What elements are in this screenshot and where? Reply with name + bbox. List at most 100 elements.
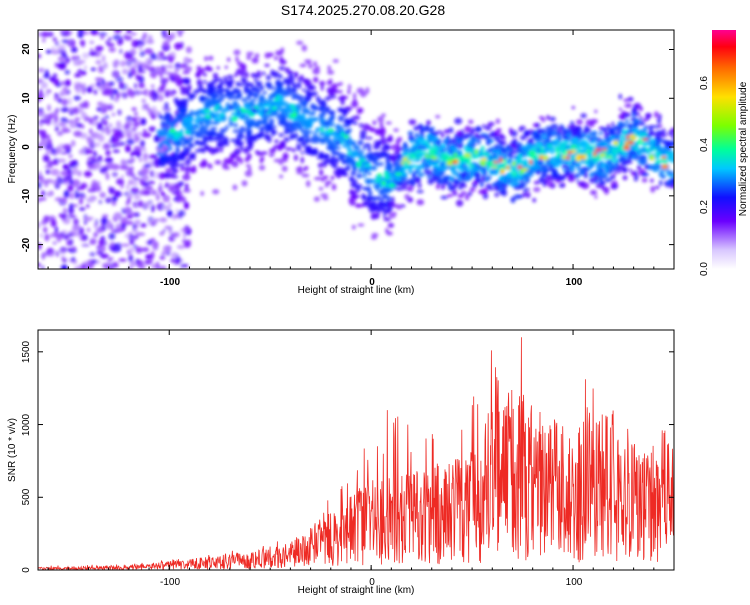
spectrogram-cell xyxy=(94,77,104,81)
spectrogram-cell xyxy=(171,121,177,126)
spectrogram-cell xyxy=(118,81,124,89)
spectrogram-cell xyxy=(432,143,437,147)
spectrogram-cell xyxy=(73,131,81,136)
spectrogram-cell xyxy=(278,107,286,112)
spectrogram-cell xyxy=(512,155,518,159)
spectrogram-cell xyxy=(655,141,661,146)
spectrogram-cell xyxy=(370,212,377,220)
spectrogram-cell xyxy=(600,148,607,151)
spectrogram-cell xyxy=(56,177,65,185)
spectrogram-cell xyxy=(343,110,347,118)
spectrogram-cell xyxy=(494,192,500,198)
spectrogram-cell xyxy=(38,221,41,229)
spectrogram-cell xyxy=(402,157,408,161)
spectrogram-cell xyxy=(78,197,84,205)
spectrogram-cell xyxy=(405,162,410,168)
spectrogram-cell xyxy=(552,171,558,178)
spectrogram-cell xyxy=(40,176,45,184)
spectrogram-cell xyxy=(497,180,505,185)
spectrogram-cell xyxy=(151,106,157,112)
spectrogram-cell xyxy=(356,173,362,179)
spectrogram-cell xyxy=(442,175,451,181)
spectrogram-cell xyxy=(464,125,471,133)
spectrogram-cell xyxy=(63,207,67,215)
spectrogram-cell xyxy=(69,238,74,246)
spectrogram-cell xyxy=(106,162,115,167)
spectrogram-cell xyxy=(639,131,648,139)
spectrogram-cell xyxy=(624,103,633,108)
spectrogram-cell xyxy=(394,166,401,172)
spectrogram-cell xyxy=(337,167,346,174)
spectrogram-cell xyxy=(301,128,310,136)
spectrogram-cell xyxy=(172,168,177,174)
spectrogram-cell xyxy=(157,113,163,119)
spectrogram-cell xyxy=(457,174,462,181)
spectrogram-cell xyxy=(296,114,304,121)
spectrogram-cell xyxy=(391,196,395,203)
spectrogram-cell xyxy=(162,245,172,253)
spectrogram-cell xyxy=(517,165,523,170)
spectrogram-cell xyxy=(279,74,283,79)
spectrogram-cell xyxy=(244,72,249,78)
spectrogram-cell xyxy=(475,135,482,139)
spectrogram-cell xyxy=(433,130,439,137)
spectrogram-cell xyxy=(69,111,74,116)
spectrogram-cell xyxy=(203,72,207,77)
spectrogram-cell xyxy=(464,155,472,162)
spectrogram-cell xyxy=(367,195,372,202)
spectrogram-cell xyxy=(38,197,47,201)
spectrogram-cell xyxy=(441,183,446,190)
spectrogram-cell xyxy=(323,153,330,160)
spectrogram-cell xyxy=(625,119,630,124)
spectrogram-cell xyxy=(546,159,551,163)
spectrogram-cell xyxy=(49,233,55,238)
spectrogram-cell xyxy=(127,196,131,204)
spectrogram-cell xyxy=(652,144,657,148)
spectrogram-cell xyxy=(268,148,276,153)
spectrogram-cell xyxy=(57,56,66,62)
spectrogram-cell xyxy=(648,125,656,129)
spectrogram-cell xyxy=(385,158,391,165)
spectrogram-cell xyxy=(243,88,248,94)
spectrogram-cell xyxy=(416,149,421,153)
spectrogram-cell xyxy=(111,127,120,134)
spectrogram-x-tick-neg100: -100 xyxy=(160,277,180,288)
spectrogram-cell xyxy=(242,78,248,83)
spectrogram-cell xyxy=(235,56,239,63)
spectrogram-cell xyxy=(67,233,74,237)
spectrogram-cell xyxy=(169,128,176,134)
spectrogram-cell xyxy=(176,148,180,153)
spectrogram-cell xyxy=(164,112,170,119)
spectrogram-cell xyxy=(384,183,390,188)
spectrogram-cell xyxy=(417,172,425,178)
spectrogram-cell xyxy=(87,138,93,146)
spectrogram-cell xyxy=(219,148,224,153)
colorbar-label: Normalized spectral amplitude xyxy=(738,81,749,216)
spectrogram-cell xyxy=(184,166,192,172)
spectrogram-cell xyxy=(242,64,247,69)
spectrogram-cell xyxy=(132,90,142,96)
spectrogram-cell xyxy=(320,128,325,132)
spectrogram-cell xyxy=(649,154,653,159)
spectrogram-cell xyxy=(131,69,137,76)
spectrogram-y-tick-20: 20 xyxy=(21,43,32,55)
spectrogram-cell xyxy=(296,139,301,142)
spectrogram-cell xyxy=(65,119,70,124)
spectrogram-cell xyxy=(258,96,263,103)
spectrogram-cell xyxy=(377,209,381,214)
spectrogram-cell xyxy=(212,189,220,195)
spectrogram-cell xyxy=(358,123,364,128)
spectrogram-cell xyxy=(365,178,372,183)
spectrogram-cell xyxy=(173,183,181,190)
spectrogram-cell xyxy=(142,182,149,188)
spectrogram-cell xyxy=(481,167,487,171)
spectrogram-cell xyxy=(631,137,637,140)
spectrogram-cell xyxy=(108,246,112,250)
spectrogram-cell xyxy=(168,56,174,63)
spectrogram-cell xyxy=(283,129,289,135)
spectrogram-cell xyxy=(618,140,625,147)
spectrogram-cell xyxy=(67,214,77,219)
spectrogram-cell xyxy=(656,159,663,164)
spectrogram-cell xyxy=(644,112,652,119)
spectrogram-cell xyxy=(69,203,74,210)
